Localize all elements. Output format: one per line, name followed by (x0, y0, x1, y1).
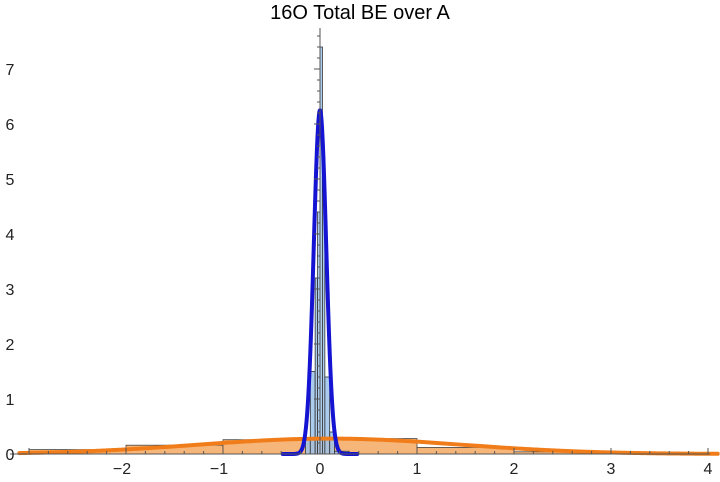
blue-bar-1 (309, 371, 316, 455)
fit-curves (17, 108, 720, 456)
y-tick-label: 7 (6, 62, 15, 79)
x-tick-label: 0 (316, 461, 325, 478)
y-tick-label: 5 (6, 172, 15, 189)
x-tick-label: −2 (113, 461, 131, 478)
y-tick-label: 0 (6, 447, 15, 464)
y-tick-label: 2 (6, 337, 15, 354)
x-tick-label: 4 (704, 461, 713, 478)
y-tick-label: 1 (6, 392, 15, 409)
y-tick-label: 6 (6, 117, 15, 134)
y-tick-label: 3 (6, 282, 15, 299)
chart-title: 16O Total BE over A (270, 2, 450, 24)
x-tick-label: 2 (510, 461, 519, 478)
orange-fit-curve (17, 436, 720, 456)
blue-bar-6 (324, 376, 331, 455)
x-tick-label: 1 (413, 461, 422, 478)
axes: −2 −1 0 1 2 3 4 0 1 2 3 4 5 6 7 (6, 28, 713, 478)
x-tick-label: 3 (607, 461, 616, 478)
y-tick-label: 4 (6, 227, 15, 244)
x-tick-label: −1 (210, 461, 228, 478)
